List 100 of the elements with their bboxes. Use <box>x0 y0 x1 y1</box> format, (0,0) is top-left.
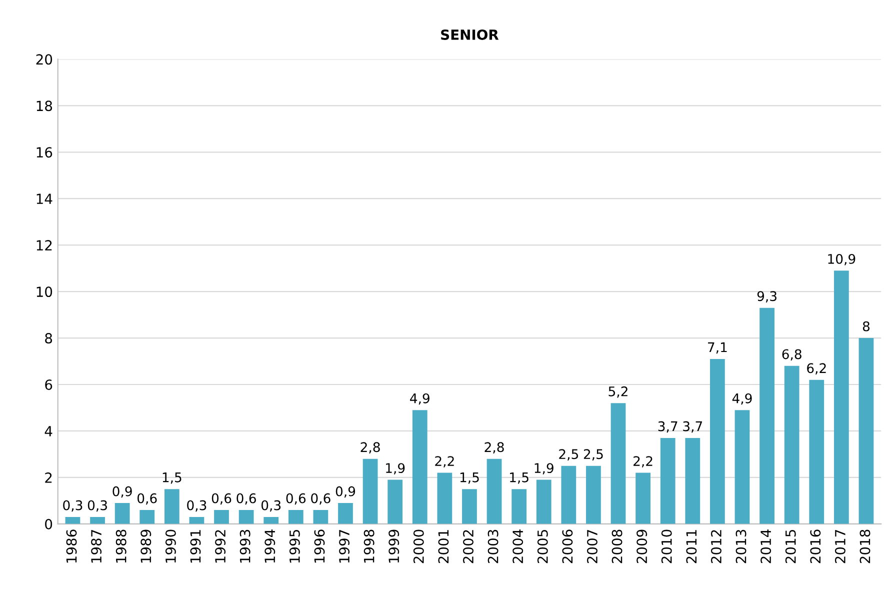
data-label: 0,9 <box>336 486 356 498</box>
bar <box>362 458 378 524</box>
x-tick-label: 2001 <box>438 530 449 564</box>
x-tick-label: 2013 <box>736 530 746 564</box>
x-tick-label: 1989 <box>140 530 152 563</box>
data-label: 1,5 <box>162 472 182 484</box>
y-tick-label: 6 <box>45 379 52 390</box>
x-tick-label: 2009 <box>636 530 648 564</box>
x-tick-label: 2014 <box>760 530 772 564</box>
data-label: 2,5 <box>559 449 578 460</box>
x-tick-label: 1992 <box>215 530 226 563</box>
x-tick-label: 1993 <box>240 530 250 563</box>
bar <box>486 458 502 524</box>
bar <box>610 403 626 524</box>
x-tick-label: 2002 <box>463 530 474 564</box>
bar <box>462 489 477 524</box>
bar <box>140 510 155 524</box>
data-label: 0,3 <box>88 500 107 512</box>
bar <box>660 438 676 524</box>
x-tick-label: 1986 <box>66 530 77 563</box>
x-tick-label: 2008 <box>612 530 622 564</box>
bar <box>586 466 601 524</box>
x-tick-label: 1987 <box>91 530 102 563</box>
x-tick-label: 1998 <box>364 530 374 563</box>
bar <box>636 472 650 524</box>
x-tick-label: 2016 <box>810 530 821 564</box>
x-tick-label: 1990 <box>165 530 176 563</box>
x-tick-label: 2010 <box>661 530 672 564</box>
bar <box>512 489 527 524</box>
y-tick-label: 8 <box>45 333 52 344</box>
y-tick-label: 0 <box>45 518 52 530</box>
x-tick-label: 1991 <box>190 530 201 563</box>
data-label: 2,8 <box>484 442 504 454</box>
bar <box>338 503 353 524</box>
data-label: 0,6 <box>286 493 306 505</box>
x-tick-label: 2018 <box>860 530 870 564</box>
data-label: 2,2 <box>435 456 454 468</box>
data-label: 0,3 <box>63 500 82 512</box>
data-label: 10,9 <box>828 254 856 266</box>
data-label: 0,6 <box>212 493 232 505</box>
data-label: 0,3 <box>261 500 281 512</box>
y-tick-label: 20 <box>36 54 52 65</box>
data-label: 1,9 <box>386 463 405 474</box>
bar <box>760 308 774 524</box>
bar <box>238 510 254 524</box>
y-tick-label: 2 <box>45 472 52 483</box>
x-tick-label: 2012 <box>710 530 722 564</box>
bar <box>809 380 824 524</box>
bar <box>536 480 552 524</box>
bar <box>214 510 229 524</box>
data-label: 2,2 <box>634 456 652 468</box>
x-tick-label: 2004 <box>512 530 524 564</box>
x-tick-label: 1996 <box>314 530 325 563</box>
x-tick-label: 1994 <box>264 530 276 563</box>
bar <box>412 410 428 524</box>
bar <box>90 516 105 524</box>
bar <box>858 338 874 524</box>
bar <box>264 516 279 524</box>
bar <box>189 516 204 524</box>
y-tick-label: 18 <box>36 100 52 112</box>
bar <box>65 516 80 524</box>
data-label: 0,3 <box>187 500 206 512</box>
bar <box>561 466 576 524</box>
data-label: 9,3 <box>757 291 776 302</box>
y-tick-label: 14 <box>36 194 52 204</box>
data-label: 0,6 <box>236 493 256 505</box>
x-tick-label: 1999 <box>388 530 400 563</box>
chart-title: SENIOR <box>441 29 499 40</box>
bar <box>734 410 750 524</box>
x-tick-label: 2003 <box>488 530 498 564</box>
data-label: 1,5 <box>510 472 528 484</box>
bar <box>685 438 700 524</box>
data-label: 0,6 <box>137 493 157 505</box>
x-tick-label: 2011 <box>686 530 697 564</box>
bar <box>437 472 452 524</box>
data-label: 5,2 <box>608 386 628 398</box>
data-label: 6,2 <box>807 363 826 374</box>
y-tick-label: 16 <box>36 147 52 158</box>
data-label: 7,1 <box>708 342 727 354</box>
data-label: 8 <box>862 321 870 332</box>
bar <box>313 510 328 524</box>
x-tick-label: 1995 <box>289 530 300 563</box>
data-label: 1,9 <box>534 463 554 474</box>
x-tick-label: 2000 <box>413 530 424 564</box>
data-label: 3,7 <box>658 421 678 433</box>
bar <box>114 503 130 524</box>
bar <box>710 358 725 524</box>
x-tick-label: 1988 <box>116 530 126 563</box>
bar <box>784 366 800 524</box>
bar <box>164 489 180 524</box>
y-tick-label: 12 <box>36 240 52 250</box>
data-label: 4,9 <box>732 393 752 405</box>
x-tick-label: 2015 <box>785 530 796 564</box>
data-label: 6,8 <box>782 349 802 361</box>
data-label: 2,5 <box>584 449 603 460</box>
bar <box>834 270 849 524</box>
x-tick-label: 2007 <box>586 530 598 564</box>
data-label: 1,5 <box>460 472 479 484</box>
x-tick-label: 2017 <box>834 530 846 564</box>
bar <box>388 480 403 524</box>
